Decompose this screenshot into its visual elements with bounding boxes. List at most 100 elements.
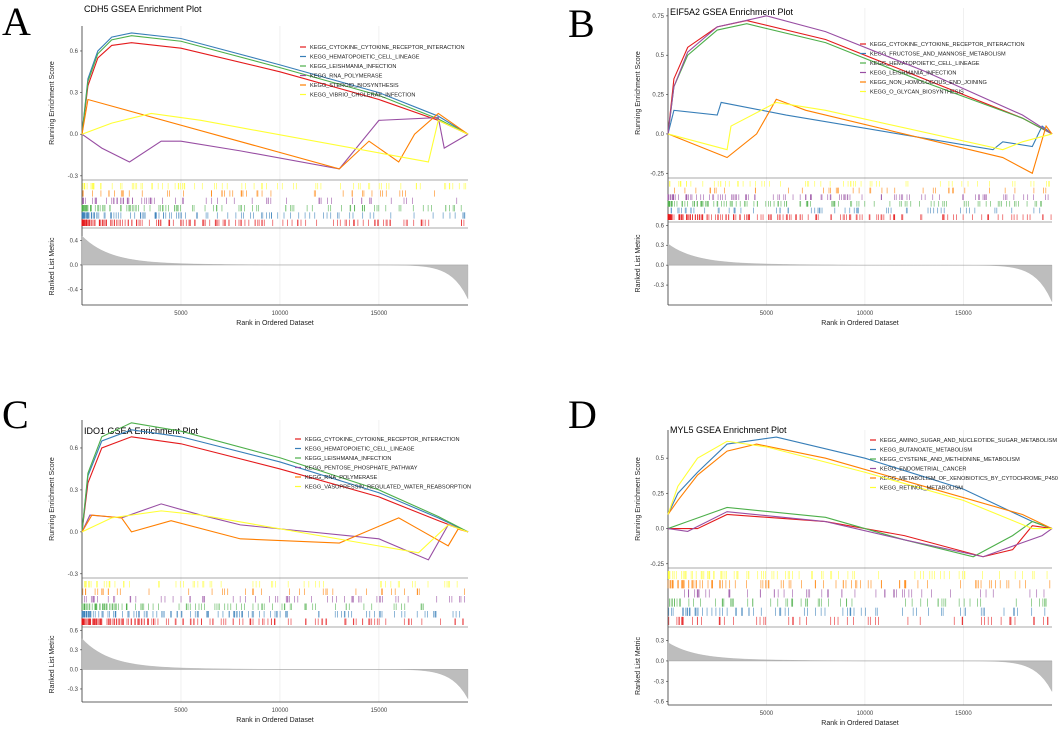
y2-axis-label: Ranked List Metric xyxy=(635,637,642,695)
es-curve-1 xyxy=(667,20,1053,135)
es-curve-6 xyxy=(81,112,469,163)
y2-tick-label: 0.0 xyxy=(70,667,79,673)
y2-tick-label: 0.6 xyxy=(70,628,79,634)
es-curve-6 xyxy=(667,440,1052,530)
es-curve-5 xyxy=(81,514,469,547)
y2-tick-label: -0.4 xyxy=(68,288,79,294)
es-curve-1 xyxy=(668,513,1053,558)
y2-tick-label: 0.0 xyxy=(656,263,665,269)
x-axis-label: Rank in Ordered Dataset xyxy=(821,320,898,327)
y-tick-label: -0.25 xyxy=(650,171,664,177)
es-curve-2 xyxy=(667,101,1053,151)
x-tick-label: 10000 xyxy=(272,708,289,714)
es-curve-5 xyxy=(81,98,469,170)
y2-tick-label: 0.6 xyxy=(656,223,665,229)
panel-letter-b: B xyxy=(568,1,595,46)
chart-title: EIF5A2 GSEA Enrichment Plot xyxy=(670,7,794,17)
x-tick-label: 15000 xyxy=(955,311,972,317)
es-curve-4 xyxy=(667,15,1053,135)
x-tick-label: 10000 xyxy=(857,711,874,717)
es-curve-4 xyxy=(81,116,469,170)
es-curve-6 xyxy=(667,101,1053,151)
es-curve-3 xyxy=(81,422,469,533)
y2-tick-label: 0.0 xyxy=(70,263,79,269)
y-tick-label: 0.6 xyxy=(70,49,79,55)
y-tick-label: 0.25 xyxy=(652,491,664,497)
es-curve-3 xyxy=(667,23,1053,135)
y2-axis-label: Ranked List Metric xyxy=(635,234,642,292)
y-tick-label: 0.0 xyxy=(656,132,665,138)
y2-tick-label: 0.3 xyxy=(656,243,665,249)
y-tick-label: 0.0 xyxy=(70,530,79,536)
es-curve-1 xyxy=(81,42,469,135)
es-curve-2 xyxy=(81,32,469,135)
y-axis-label: Running Enrichment Score xyxy=(49,61,56,145)
x-tick-label: 5000 xyxy=(174,311,188,317)
y-tick-label: 0.3 xyxy=(70,91,79,97)
y2-tick-label: -0.6 xyxy=(654,700,665,706)
legend-label: KEGG_RNA_POLYMERASE xyxy=(310,74,383,80)
y2-axis-label: Ranked List Metric xyxy=(49,635,56,693)
y-axis-label: Running Enrichment Score xyxy=(635,457,642,541)
legend-label: KEGG_HEMATOPOIETIC_CELL_LINEAGE xyxy=(305,447,415,453)
y-axis-label: Running Enrichment Score xyxy=(635,51,642,135)
y-tick-label: -0.3 xyxy=(68,572,79,578)
y-tick-label: 0.3 xyxy=(70,488,79,494)
y2-tick-label: 0.0 xyxy=(656,659,665,665)
legend-label: KEGG_FRUCTOSE_AND_MANNOSE_METABOLISM xyxy=(870,52,1006,58)
y-tick-label: 0.25 xyxy=(652,93,664,99)
x-axis-label: Rank in Ordered Dataset xyxy=(236,717,313,724)
panel-letter-d: D xyxy=(568,392,597,437)
y2-tick-label: -0.3 xyxy=(68,687,79,693)
legend-label: KEGG_HEMATOPOIETIC_CELL_LINEAGE xyxy=(310,55,420,61)
ranked-metric-area xyxy=(81,235,469,299)
chart-title: MYL5 GSEA Enrichment Plot xyxy=(670,425,787,435)
y2-tick-label: -0.3 xyxy=(654,283,665,289)
x-tick-label: 10000 xyxy=(272,311,289,317)
legend-label: KEGG_LEISHMANIA_INFECTION xyxy=(305,456,391,462)
x-tick-label: 5000 xyxy=(760,311,774,317)
x-axis-label: Rank in Ordered Dataset xyxy=(821,720,898,727)
panel-letter-c: C xyxy=(2,392,29,437)
legend-label: KEGG_PENTOSE_PHOSPHATE_PATHWAY xyxy=(305,466,418,472)
es-curve-1 xyxy=(81,436,469,533)
y-tick-label: 0.75 xyxy=(652,14,664,20)
x-tick-label: 15000 xyxy=(955,711,972,717)
y-tick-label: 0.0 xyxy=(70,132,79,138)
x-tick-label: 10000 xyxy=(857,311,874,317)
legend-label: KEGG_ENDOMETRIAL_CANCER xyxy=(880,467,966,473)
legend-label: KEGG_LEISHMANIA_INFECTION xyxy=(870,71,956,77)
x-tick-label: 5000 xyxy=(174,708,188,714)
y-tick-label: 0.6 xyxy=(70,446,79,452)
y-tick-label: 0.5 xyxy=(656,456,665,462)
ranked-metric-area xyxy=(81,638,469,700)
legend-label: KEGG_AMINO_SUGAR_AND_NUCLEOTIDE_SUGAR_ME… xyxy=(880,438,1057,444)
legend-label: KEGG_NON_HOMOLOGOUS_END_JOINING xyxy=(870,80,987,86)
y-tick-label: -0.3 xyxy=(68,174,79,180)
legend-label: KEGG_BUTANOATE_METABOLISM xyxy=(880,448,972,454)
y-tick-label: -0.25 xyxy=(650,562,664,568)
y2-tick-label: 0.3 xyxy=(70,648,79,654)
y2-tick-label: 0.3 xyxy=(656,639,665,645)
y-axis-label: Running Enrichment Score xyxy=(49,457,56,541)
y2-tick-label: 0.4 xyxy=(70,238,79,244)
y-tick-label: 0.5 xyxy=(656,53,665,59)
x-tick-label: 5000 xyxy=(760,711,774,717)
y2-axis-label: Ranked List Metric xyxy=(49,237,56,295)
legend-label: KEGG_RETINOL_METABOLISM xyxy=(880,486,963,492)
legend-label: KEGG_METABOLISM_OF_XENOBIOTICS_BY_CYTOCH… xyxy=(880,476,1058,482)
legend-label: KEGG_LEISHMANIA_INFECTION xyxy=(310,64,396,70)
x-tick-label: 15000 xyxy=(371,708,388,714)
legend-label: KEGG_O_GLYCAN_BIOSYNTHESIS xyxy=(870,90,964,96)
y-tick-label: 0.0 xyxy=(656,527,665,533)
es-curve-3 xyxy=(81,35,469,135)
legend-label: KEGG_RNA_POLYMERASE xyxy=(305,475,378,481)
es-curve-2 xyxy=(81,429,469,533)
legend-label: KEGG_VIBRIO_CHOLERAE_INFECTION xyxy=(310,93,415,99)
es-curve-6 xyxy=(81,510,469,554)
x-tick-label: 15000 xyxy=(371,311,388,317)
chart-title: CDH5 GSEA Enrichment Plot xyxy=(84,4,202,14)
y2-tick-label: -0.3 xyxy=(654,679,665,685)
legend-label: KEGG_VASOPRESSIN_REGULATED_WATER_REABSOR… xyxy=(305,485,471,491)
